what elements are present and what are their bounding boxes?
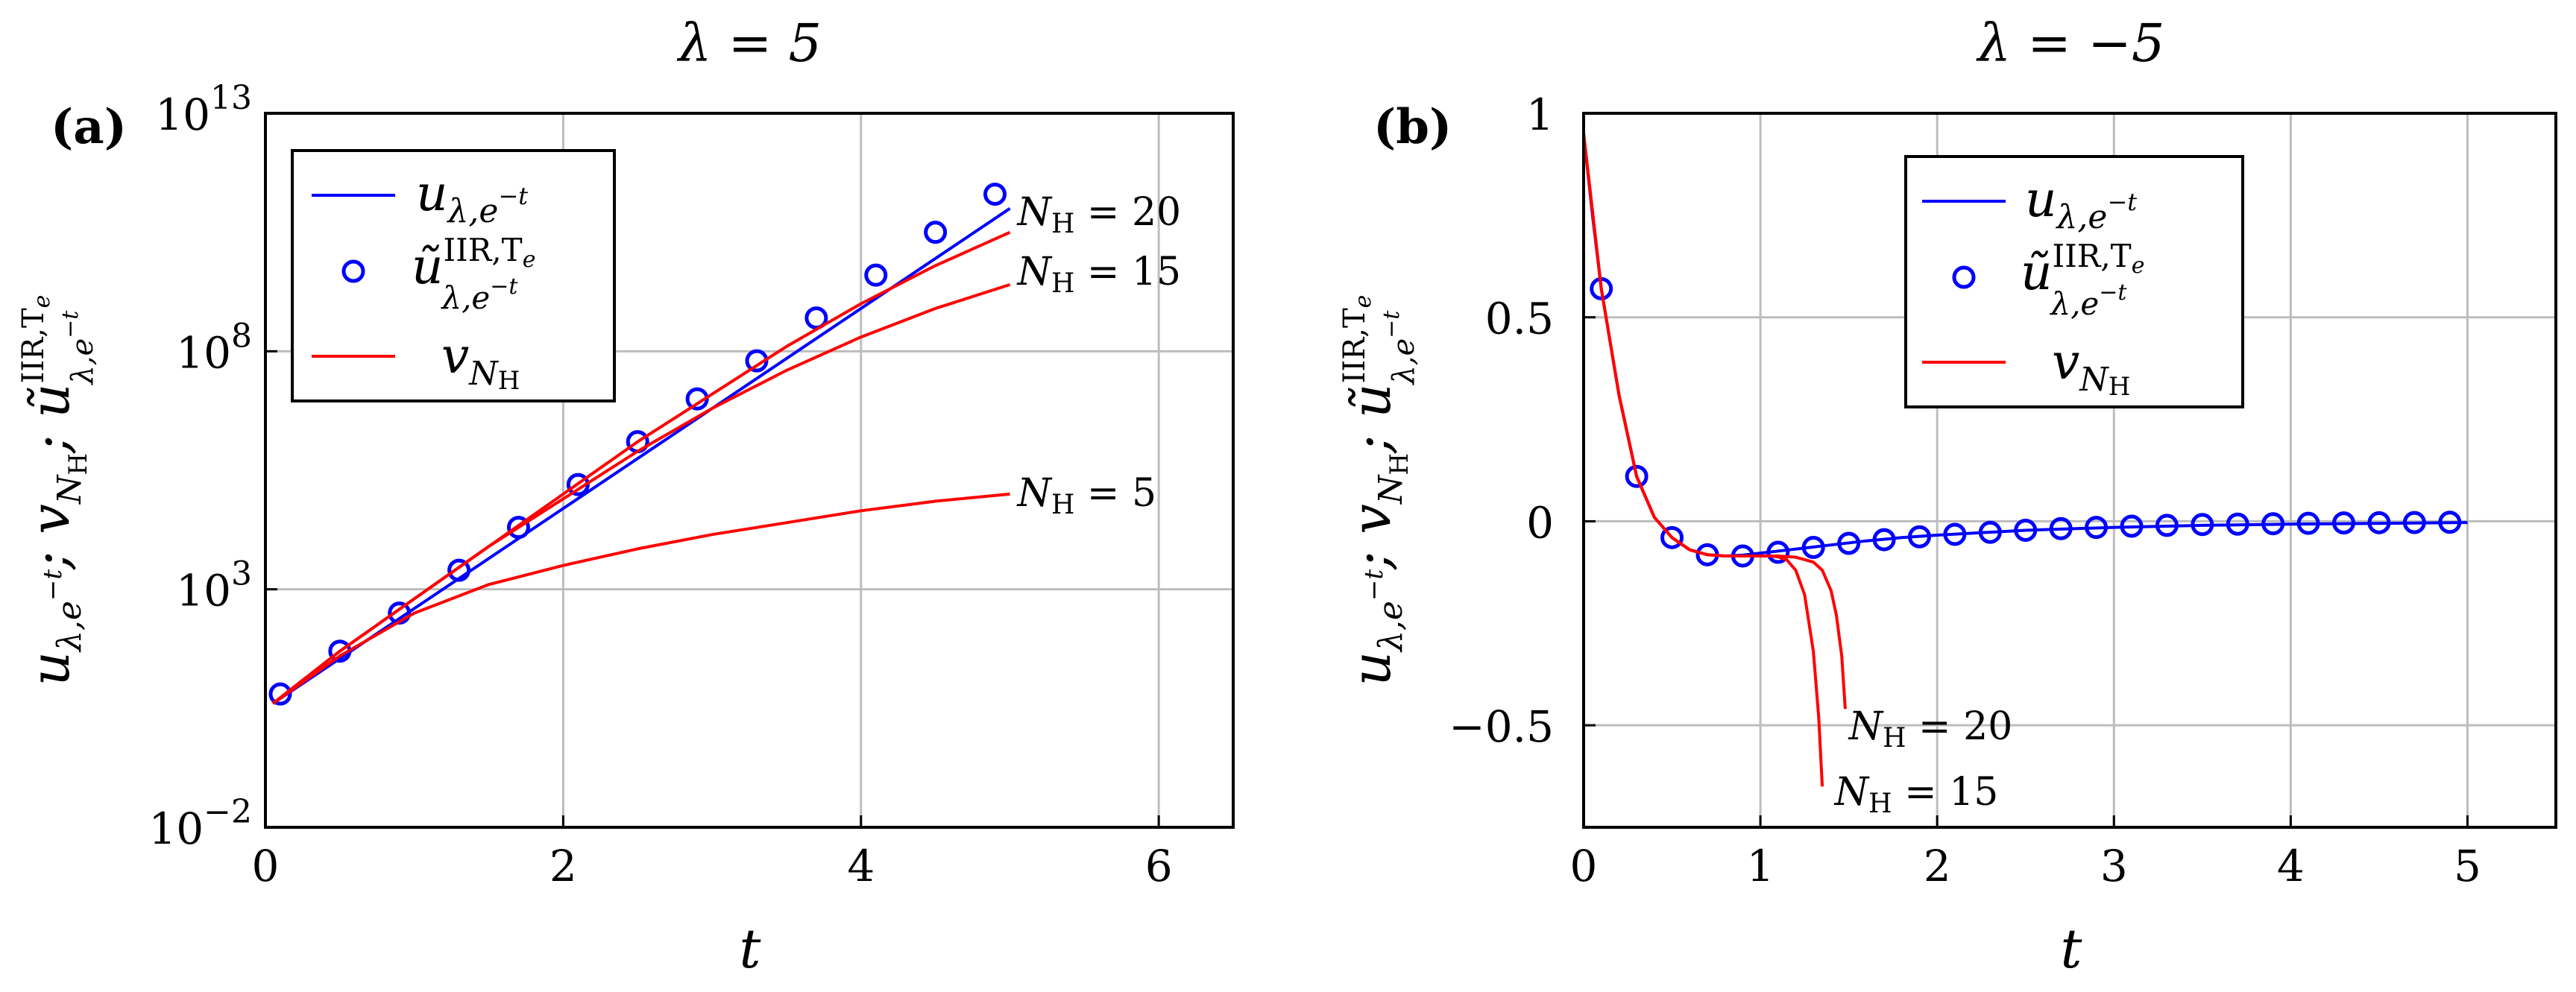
panel-a-xlabel: t [740,917,762,980]
panel-b-marker-12 [2014,518,2038,542]
panel-b-marker-20 [2296,511,2320,535]
panel-b-xtick-label-2: 2 [1924,841,1951,891]
panel-b-ytick-label-3: 1 [1526,89,1554,140]
panel-b-marker-24 [2438,511,2462,534]
panel-b-marker-23 [2402,511,2426,534]
panel-b-title: λ = −5 [1976,13,2165,74]
svg-text:ũIIR,Teλ,e−t: ũIIR,Te λ,e−t [2021,238,2144,322]
panel-b: λ = −5 (b) 0 1 2 3 4 5 −0.5 0 0.5 1 NH = 20 NH = 1… [1338,13,2557,980]
panel-a-marker-4 [506,516,530,540]
panel-b-marker-21 [2331,511,2355,535]
panel-b-label: (b) [1373,99,1452,155]
svg-text:uλ,e−t; vNH; ũIIR,Teλ,e−t: uλ,e−t; vNH; ũIIR,Teλ,e−t [16,295,100,686]
panel-a-xtick-label-1: 2 [549,841,577,891]
panel-b-series-line-2 [1584,133,1847,710]
panel-a-ytick-label-3: 1013 [155,79,252,140]
panel-b-marker-9 [1907,525,1931,549]
panel-b-marker-16 [2155,514,2179,537]
panel-b-marker-2 [1660,525,1684,549]
panel-b-frame [1582,112,2557,829]
panel-a-legend: uλ,e−t ũIIR,Te λ,e−t vNH [291,149,616,402]
panel-a-ytick-label-2: 108 [176,317,252,378]
panel-b-marker-7 [1837,531,1861,555]
svg-text:vNH: vNH [441,327,520,396]
panel-b-marker-17 [2191,513,2214,537]
panel-b-xtick-label-1: 1 [1747,841,1774,891]
panel-a-xtick-label-2: 4 [847,841,875,891]
panel-b-marker-22 [2367,511,2391,534]
panel-b-annotation-1: NH = 15 [1833,770,1999,819]
panel-b-ytick-label-1: 0 [1526,497,1554,548]
panel-b-marker-10 [1943,522,1967,546]
panel-b-xtick-label-0: 0 [1570,841,1598,891]
panel-b-xtick-label-4: 4 [2277,841,2305,891]
panel-a-series-line-4 [271,492,1010,705]
panel-b-marker-1 [1625,464,1648,488]
panel-b-marker-13 [2049,516,2073,540]
panel-b-ytick-label-0: −0.5 [1449,701,1554,752]
panel-b-marker-8 [1872,528,1896,552]
panel-a-marker-9 [804,306,828,330]
panel-b-legend: uλ,e−t ũIIR,Te λ,e−t vNH [1904,155,2244,408]
panel-a-xtick-label-0: 0 [252,841,280,891]
panel-a-marker-3 [447,558,471,582]
panel-a-marker-12 [983,183,1007,206]
panel-b-marker-6 [1801,535,1825,559]
panel-a-annotation-0: NH = 20 [1015,190,1181,239]
panel-a-annotation-1: NH = 15 [1015,250,1181,299]
panel-b-marker-18 [2226,512,2249,536]
panel-a-ticks: 0 2 4 6 10−2 103 108 1013 [148,79,1172,891]
panel-b-xtick-label-3: 3 [2100,841,2128,891]
svg-text:uλ,e−t; vNH; ũIIR,Teλ,e−t: uλ,e−t; vNH; ũIIR,Teλ,e−t [1338,295,1421,686]
panel-b-xtick-label-5: 5 [2454,841,2481,891]
panel-b-series [1584,133,2468,787]
panel-a-annotations: NH = 20 NH = 15 NH = 5 [1015,190,1181,520]
panel-b-marker-5 [1766,540,1790,564]
panel-b-annotations: NH = 20 NH = 15 [1833,704,2013,819]
panel-a-title: λ = 5 [676,13,822,74]
svg-text:uλ,e−t: uλ,e−t [416,165,528,230]
panel-b-marker-14 [2085,516,2109,540]
panel-a-label: (a) [51,99,127,155]
panel-a-series [268,183,1011,706]
panel-b-ylabel: uλ,e−t; vNH; ũIIR,Teλ,e−t [1338,295,1421,686]
panel-a-xtick-label-3: 6 [1145,841,1173,891]
svg-text:uλ,e−t: uλ,e−t [2025,171,2137,236]
panel-a-ytick-label-0: 10−2 [148,793,252,854]
panel-b-marker-11 [1978,520,2002,544]
svg-text:ũIIR,Teλ,e−t: ũIIR,Te λ,e−t [412,232,535,316]
panel-a-marker-0 [268,682,292,706]
panel-b-ytick-label-2: 0.5 [1485,294,1554,344]
panel-b-marker-19 [2261,512,2285,536]
panel-a-series-line-3 [271,282,1011,705]
panel-a-marker-10 [864,263,888,287]
panel-a-frame [264,112,1235,829]
panel-b-annotation-0: NH = 20 [1848,704,2013,754]
panel-a-ytick-label-1: 103 [176,555,252,616]
panel-b-xlabel: t [2061,917,2083,980]
panel-a-marker-11 [924,221,948,244]
panel-a-annotation-2: NH = 5 [1015,471,1156,520]
panel-b-marker-15 [2120,514,2144,538]
panel-b-ticks: 0 1 2 3 4 5 −0.5 0 0.5 1 [1449,89,2481,891]
panel-a-ylabel: uλ,e−t; vNH; ũIIR,Teλ,e−t [16,295,100,686]
svg-text:vNH: vNH [2052,333,2130,402]
panel-b-series-line-3 [1584,133,1824,787]
